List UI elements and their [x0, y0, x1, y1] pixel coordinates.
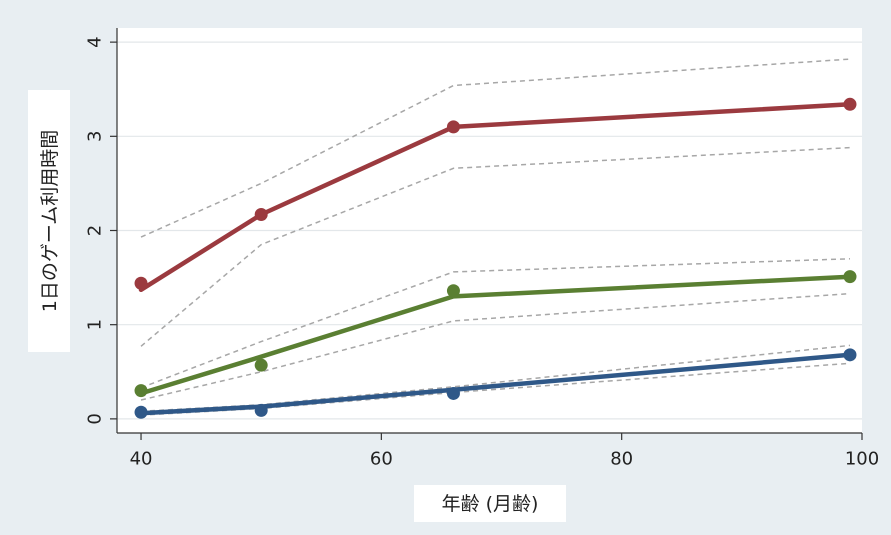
data-point-2 [446, 284, 460, 298]
data-point-1 [254, 207, 268, 221]
ci-upper-line-2 [140, 258, 851, 389]
data-point-1 [446, 120, 460, 134]
x-tick-label: 40 [130, 449, 153, 470]
y-axis-title-box [28, 90, 70, 352]
data-point-1 [843, 97, 857, 111]
fit-line-2 [138, 274, 853, 396]
data-point-3 [843, 348, 857, 362]
axes: 0 1 2 3 4 40 60 80 100 [85, 28, 879, 470]
fit-line-1 [138, 102, 853, 293]
y-tick-label: 0 [85, 413, 106, 424]
data-point-3 [254, 403, 268, 417]
y-tick-label: 3 [85, 131, 106, 142]
y-tick-label: 2 [85, 225, 106, 236]
ci-upper-line-1 [140, 58, 851, 238]
ci-lower-line-3 [140, 362, 851, 416]
x-tick-label: 60 [370, 449, 393, 470]
data-point-2 [134, 384, 148, 398]
confidence-bands [140, 58, 851, 416]
fit-lines [138, 102, 853, 416]
data-point-2 [843, 270, 857, 284]
data-point-3 [446, 386, 460, 400]
ci-lower-line-1 [140, 146, 851, 347]
x-axis-title-box [414, 485, 566, 522]
data-point-3 [134, 405, 148, 419]
y-tick-label: 1 [85, 319, 106, 330]
ci-upper-line-3 [140, 344, 851, 413]
data-point-2 [254, 358, 268, 372]
x-tick-label: 80 [610, 449, 633, 470]
x-axis-title: 年齢 (月齢) [442, 493, 539, 515]
observed-points [134, 97, 857, 419]
grid [117, 41, 862, 420]
y-axis-title: 1日のゲーム利用時間 [39, 130, 61, 313]
data-point-1 [134, 276, 148, 290]
y-tick-label: 4 [85, 36, 106, 47]
x-tick-label: 100 [845, 449, 879, 470]
fit-line-3 [138, 352, 853, 416]
